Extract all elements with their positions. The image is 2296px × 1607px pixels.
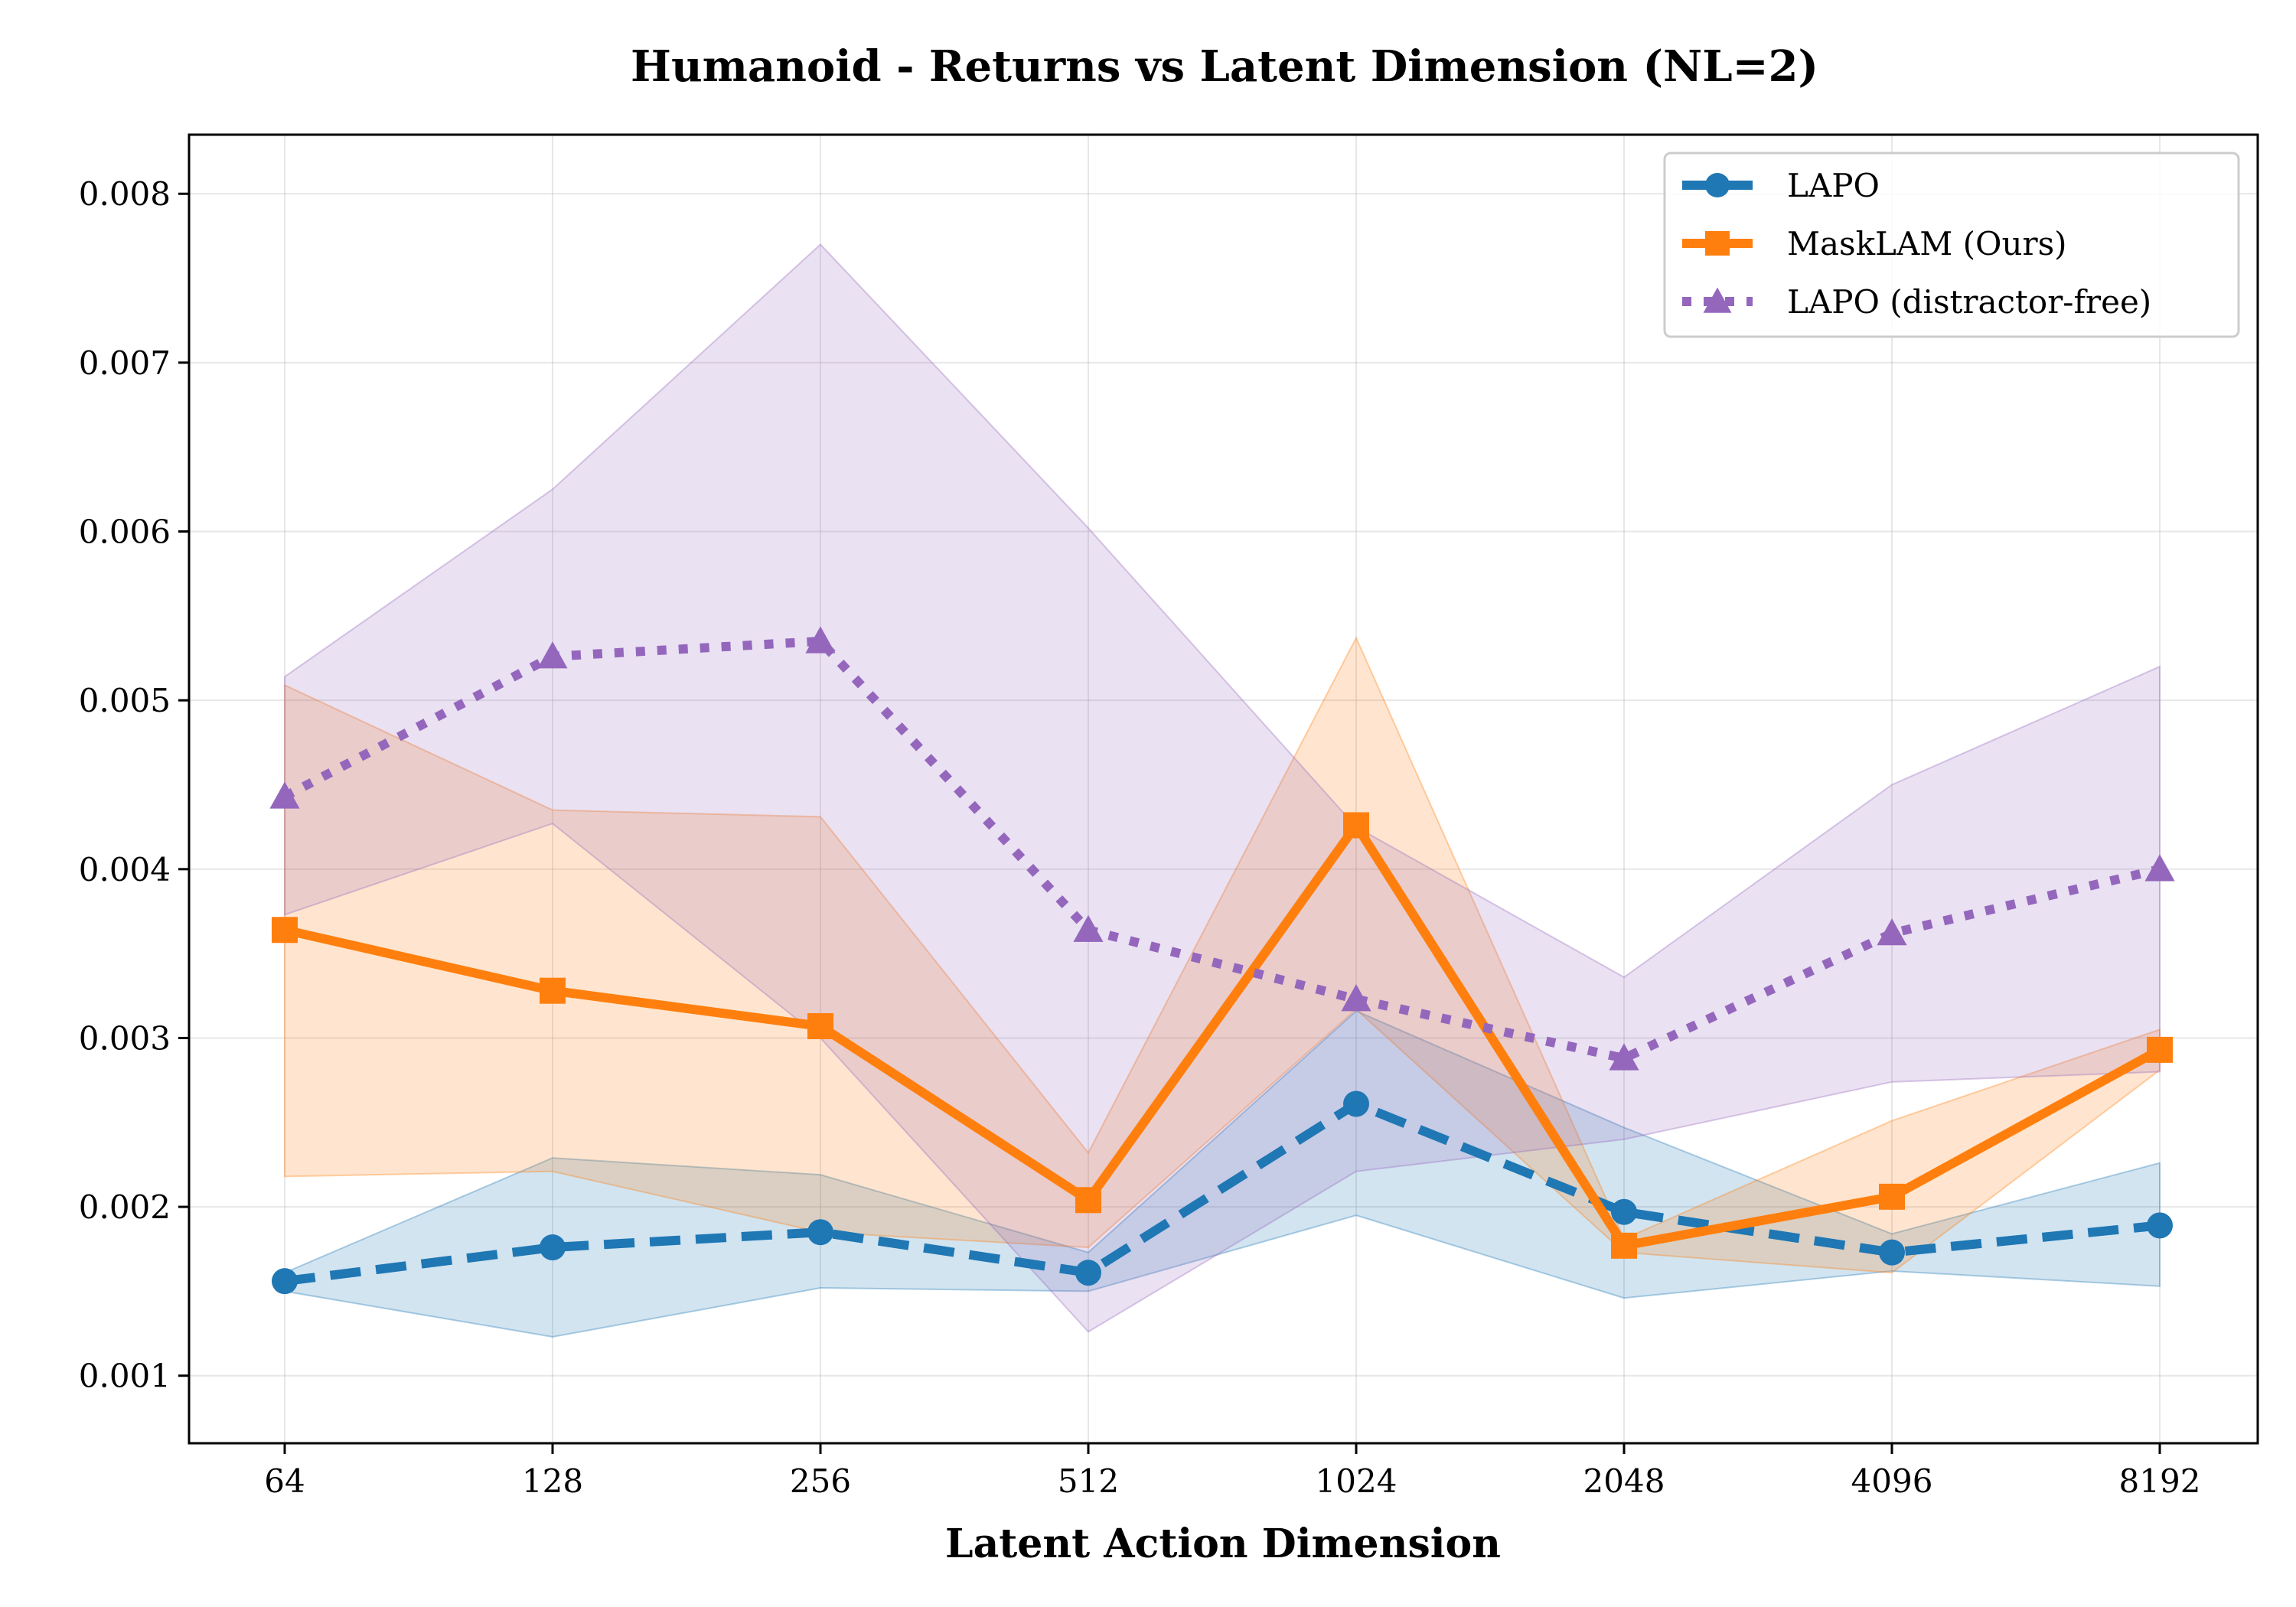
legend-marker-lapo-distractor-free	[1703, 287, 1732, 313]
y-tick-label: 0.003	[79, 1019, 171, 1057]
point-lapo	[807, 1219, 833, 1246]
y-axis-ticks: 0.001 0.002 0.003 0.004 0.005 0.006 0.007 0.008	[79, 175, 189, 1395]
y-tick-label: 0.005	[79, 682, 171, 719]
x-tick-label: 512	[1058, 1462, 1119, 1500]
band-lapo	[284, 1009, 2161, 1338]
point-masklam-ours	[1343, 812, 1369, 839]
series-lines	[282, 636, 2162, 1286]
x-tick-label: 8192	[2119, 1462, 2201, 1500]
legend: LAPO MaskLAM (Ours) LAPO (distractor-free)	[1663, 152, 2240, 338]
x-tick-label: 1024	[1316, 1462, 1397, 1500]
line-lapo-distractor-free	[282, 636, 2161, 1063]
y-tick-label: 0.002	[79, 1188, 171, 1226]
y-tick-label: 0.004	[79, 851, 171, 888]
point-lapo-distractor-free	[805, 626, 836, 654]
point-lapo-distractor-free	[1341, 984, 1371, 1012]
legend-label-lapo-distractor-free: LAPO (distractor-free)	[1787, 283, 2151, 321]
x-tick-label: 128	[522, 1462, 583, 1500]
legend-label-lapo: LAPO	[1787, 167, 1880, 204]
point-lapo	[1343, 1090, 1369, 1117]
y-tick-label: 0.001	[79, 1358, 171, 1395]
point-lapo-distractor-free	[537, 641, 568, 669]
point-lapo-distractor-free	[1609, 1043, 1639, 1071]
y-tick-label: 0.008	[79, 175, 171, 213]
plot-frame	[188, 133, 2259, 1445]
point-lapo-distractor-free	[1877, 918, 1907, 946]
point-lapo	[272, 1268, 298, 1295]
point-lapo	[540, 1234, 566, 1261]
legend-marker-lapo	[1705, 173, 1730, 197]
point-lapo	[2147, 1212, 2173, 1239]
chart-title: Humanoid - Returns vs Latent Dimension (…	[631, 41, 1818, 92]
point-lapo	[1611, 1198, 1637, 1225]
x-tick-label: 64	[264, 1462, 305, 1500]
y-tick-label: 0.006	[79, 513, 171, 551]
x-axis-ticks: 64 128 256 512 1024 2048 4096 8192	[264, 1443, 2200, 1500]
legend-box	[1663, 152, 2240, 338]
point-lapo-distractor-free	[2144, 854, 2175, 882]
point-masklam-ours	[1879, 1183, 1905, 1210]
x-tick-label: 4096	[1851, 1462, 1933, 1500]
band-lapo-distractor-free	[284, 243, 2161, 1333]
point-masklam-ours	[807, 1013, 833, 1040]
point-lapo-distractor-free	[1073, 914, 1104, 942]
point-masklam-ours	[540, 977, 566, 1004]
legend-marker-masklam-ours	[1705, 231, 1730, 256]
legend-label-masklam-ours: MaskLAM (Ours)	[1787, 225, 2067, 262]
point-lapo	[1879, 1239, 1905, 1266]
x-tick-label: 2048	[1583, 1462, 1665, 1500]
line-masklam-ours	[283, 820, 2162, 1250]
line-lapo	[284, 1099, 2161, 1286]
point-lapo-distractor-free	[269, 781, 300, 809]
series-markers	[269, 626, 2175, 1295]
y-tick-label: 0.007	[79, 344, 171, 382]
point-masklam-ours	[1611, 1232, 1637, 1259]
point-masklam-ours	[272, 917, 298, 944]
point-masklam-ours	[1075, 1187, 1101, 1214]
point-lapo	[1075, 1260, 1101, 1286]
x-tick-label: 256	[790, 1462, 851, 1500]
point-masklam-ours	[2147, 1036, 2173, 1063]
confidence-bands	[284, 243, 2161, 1338]
band-masklam-ours	[284, 636, 2161, 1274]
x-axis-label: Latent Action Dimension	[945, 1521, 1501, 1567]
